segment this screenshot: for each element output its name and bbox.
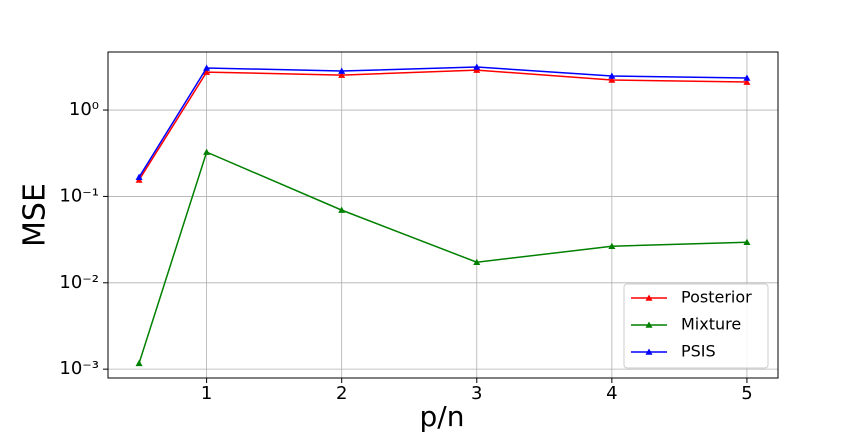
y-tick-label: 10⁻¹ bbox=[59, 185, 99, 206]
marker bbox=[338, 67, 346, 74]
marker bbox=[203, 64, 211, 71]
x-tick-label: 3 bbox=[471, 383, 482, 404]
marker bbox=[338, 71, 346, 78]
x-tick-label: 5 bbox=[741, 383, 752, 404]
legend-label: Mixture bbox=[681, 315, 741, 334]
y-tick-label: 10⁻³ bbox=[59, 358, 99, 379]
x-axis-label: p/n bbox=[420, 400, 465, 432]
series-line bbox=[138, 69, 747, 181]
marker bbox=[135, 359, 143, 367]
legend-box bbox=[623, 283, 769, 369]
series-line bbox=[138, 66, 747, 178]
legend-marker bbox=[645, 321, 653, 328]
y-axis-label: MSE bbox=[18, 183, 53, 247]
series-line bbox=[138, 151, 747, 364]
marker bbox=[338, 206, 346, 213]
x-tick-label: 4 bbox=[606, 383, 617, 404]
marker bbox=[608, 242, 616, 250]
marker bbox=[203, 148, 211, 155]
marker bbox=[473, 63, 481, 70]
plot-frame bbox=[107, 51, 779, 379]
marker bbox=[743, 74, 751, 81]
marker bbox=[473, 258, 481, 266]
marker bbox=[608, 72, 616, 79]
y-tick-label: 10⁰ bbox=[69, 99, 99, 120]
legend-marker bbox=[645, 294, 653, 301]
marker bbox=[743, 238, 751, 246]
marker bbox=[743, 78, 751, 85]
legend-label: PSIS bbox=[681, 342, 716, 361]
x-tick-label: 1 bbox=[201, 383, 212, 404]
marker bbox=[608, 76, 616, 83]
x-tick-label: 2 bbox=[336, 383, 347, 404]
legend-marker bbox=[645, 348, 653, 355]
y-tick-label: 10⁻² bbox=[59, 272, 99, 293]
marker bbox=[203, 68, 211, 75]
marker bbox=[135, 173, 143, 180]
legend-label: Posterior bbox=[681, 288, 752, 307]
